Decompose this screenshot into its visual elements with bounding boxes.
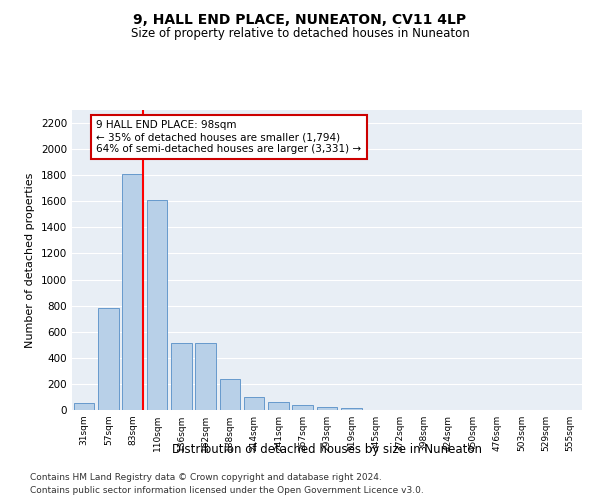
Y-axis label: Number of detached properties: Number of detached properties (25, 172, 35, 348)
Text: Size of property relative to detached houses in Nuneaton: Size of property relative to detached ho… (131, 28, 469, 40)
Bar (171, 343, 191, 410)
Text: Distribution of detached houses by size in Nuneaton: Distribution of detached houses by size … (172, 442, 482, 456)
Bar (74, 404, 94, 410)
Text: Contains public sector information licensed under the Open Government Licence v3: Contains public sector information licen… (30, 486, 424, 495)
Bar (220, 380, 240, 410)
Bar (317, 406, 337, 410)
Bar (244, 397, 265, 410)
Bar (98, 308, 119, 410)
Bar (195, 343, 216, 410)
Text: Contains HM Land Registry data © Crown copyright and database right 2024.: Contains HM Land Registry data © Crown c… (30, 472, 382, 482)
Text: 9, HALL END PLACE, NUNEATON, CV11 4LP: 9, HALL END PLACE, NUNEATON, CV11 4LP (133, 12, 467, 26)
Bar (341, 408, 362, 410)
Bar (122, 174, 143, 410)
Bar (268, 402, 289, 410)
Text: 9 HALL END PLACE: 98sqm
← 35% of detached houses are smaller (1,794)
64% of semi: 9 HALL END PLACE: 98sqm ← 35% of detache… (96, 120, 361, 154)
Bar (292, 405, 313, 410)
Bar (146, 200, 167, 410)
